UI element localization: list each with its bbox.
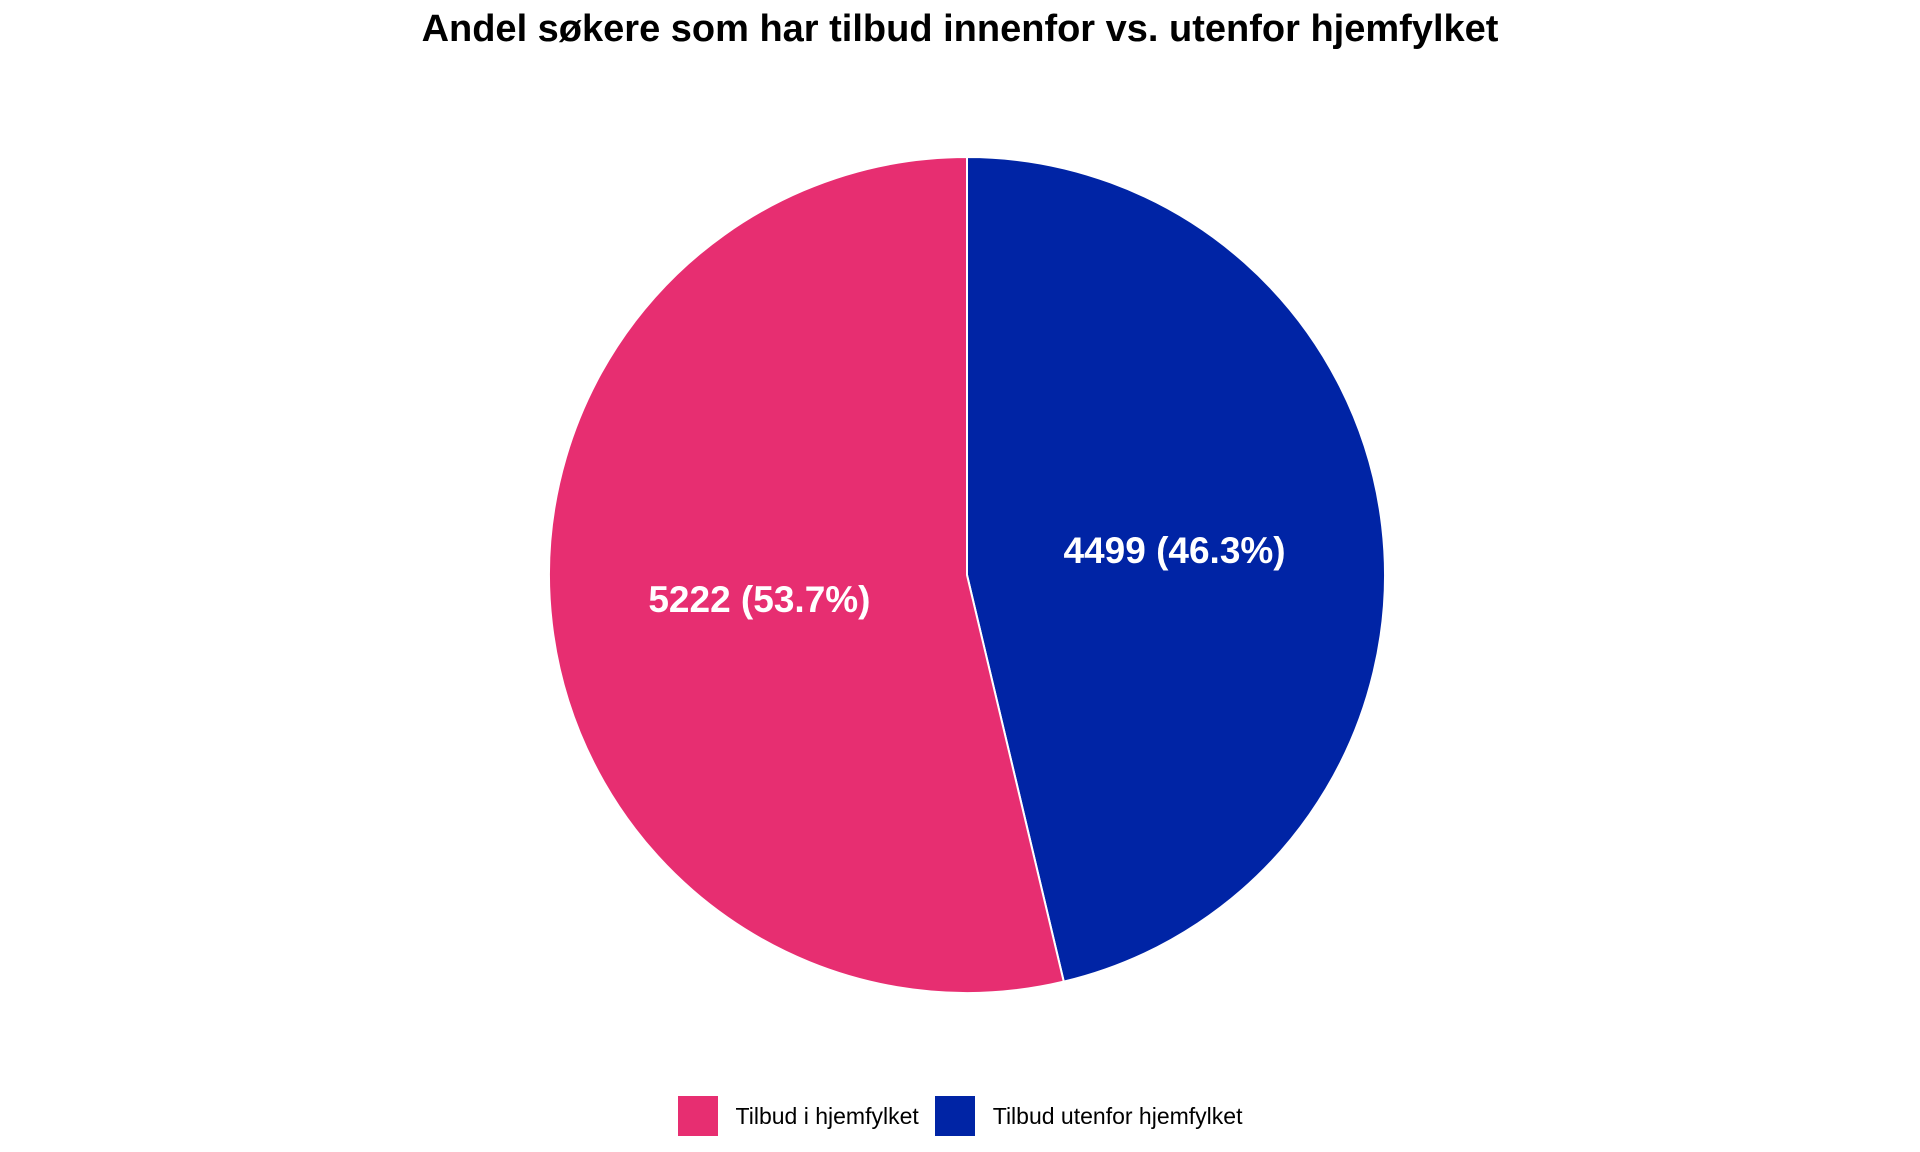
slice-label-0: 4499 (46.3%): [1063, 530, 1285, 571]
legend: Tilbud i hjemfylket Tilbud utenfor hjemf…: [0, 1096, 1920, 1136]
legend-label-in-county: Tilbud i hjemfylket: [735, 1102, 919, 1129]
pie-slice-0: [966, 155, 1386, 983]
chart-title: Andel søkere som har tilbud innenfor vs.…: [421, 8, 1499, 50]
pie-slice-1: [548, 155, 1065, 994]
legend-label-outside-county: Tilbud utenfor hjemfylket: [992, 1102, 1243, 1129]
slice-label-1: 5222 (53.7%): [648, 579, 870, 620]
legend-swatch-outside-county: [934, 1096, 975, 1136]
legend-item-in-county: Tilbud i hjemfylket: [677, 1096, 919, 1136]
legend-item-outside-county: Tilbud utenfor hjemfylket: [934, 1096, 1243, 1136]
legend-swatch-in-county: [677, 1096, 718, 1136]
